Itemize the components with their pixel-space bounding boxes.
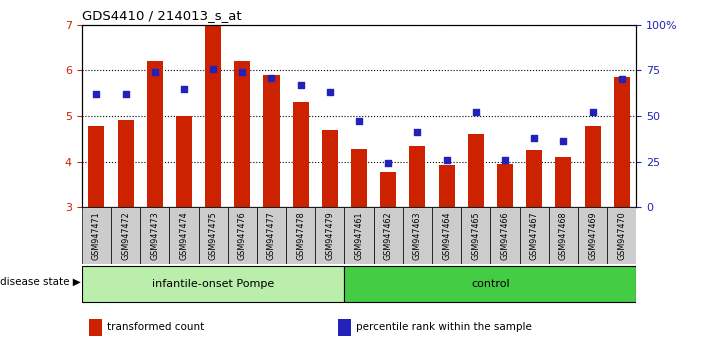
Text: GSM947466: GSM947466	[501, 212, 510, 260]
Point	[528, 135, 540, 141]
Bar	[520, 207, 549, 264]
Bar	[89, 319, 102, 336]
Text: GSM947472: GSM947472	[121, 212, 130, 261]
Bar	[88, 126, 105, 207]
Point	[383, 160, 394, 166]
Text: GSM947461: GSM947461	[355, 212, 363, 260]
Text: GSM947475: GSM947475	[208, 212, 218, 261]
Point	[324, 90, 336, 95]
Text: GSM947476: GSM947476	[237, 212, 247, 260]
Bar	[228, 207, 257, 264]
Text: GSM947467: GSM947467	[530, 212, 539, 260]
Bar	[146, 61, 163, 207]
Text: control: control	[471, 279, 510, 289]
Text: GSM947471: GSM947471	[92, 212, 101, 260]
Point	[557, 139, 569, 144]
Bar	[439, 165, 454, 207]
Text: GSM947462: GSM947462	[384, 212, 392, 260]
Bar	[374, 207, 403, 264]
Point	[470, 109, 481, 115]
Bar	[205, 26, 221, 207]
Bar	[607, 207, 636, 264]
Bar	[117, 120, 134, 207]
Text: infantile-onset Pompe: infantile-onset Pompe	[152, 279, 274, 289]
Bar	[344, 266, 636, 302]
Point	[149, 69, 161, 75]
Point	[178, 86, 190, 91]
Bar	[315, 207, 344, 264]
Text: GSM947470: GSM947470	[617, 212, 626, 260]
Bar	[468, 134, 483, 207]
Bar	[140, 207, 169, 264]
Bar	[403, 207, 432, 264]
Point	[441, 157, 452, 162]
Text: GSM947463: GSM947463	[413, 212, 422, 260]
Point	[266, 75, 277, 80]
Text: GSM947473: GSM947473	[150, 212, 159, 260]
Point	[295, 82, 306, 88]
Bar	[322, 130, 338, 207]
Point	[208, 66, 219, 72]
Bar	[82, 266, 344, 302]
Point	[499, 157, 510, 162]
Point	[412, 130, 423, 135]
Bar	[351, 149, 367, 207]
Bar	[380, 172, 396, 207]
Bar	[111, 207, 140, 264]
Bar	[549, 207, 578, 264]
Bar	[497, 164, 513, 207]
Bar	[578, 207, 607, 264]
Point	[616, 76, 627, 82]
Text: GSM947465: GSM947465	[471, 212, 481, 260]
Bar	[461, 207, 491, 264]
Bar	[176, 116, 192, 207]
Bar	[344, 207, 374, 264]
Bar	[584, 126, 601, 207]
Text: GSM947464: GSM947464	[442, 212, 451, 260]
Text: percentile rank within the sample: percentile rank within the sample	[356, 322, 532, 332]
Point	[353, 119, 365, 124]
Bar	[410, 145, 425, 207]
Bar	[235, 61, 250, 207]
Text: GSM947479: GSM947479	[326, 212, 334, 261]
Text: GSM947468: GSM947468	[559, 212, 568, 260]
Bar	[338, 319, 351, 336]
Text: GSM947477: GSM947477	[267, 212, 276, 261]
Bar	[432, 207, 461, 264]
Point	[587, 109, 598, 115]
Point	[91, 91, 102, 97]
Bar	[293, 102, 309, 207]
Bar	[257, 207, 286, 264]
Bar	[169, 207, 198, 264]
Text: GDS4410 / 214013_s_at: GDS4410 / 214013_s_at	[82, 9, 242, 22]
Bar	[555, 157, 572, 207]
Text: disease state ▶: disease state ▶	[0, 277, 81, 287]
Bar	[491, 207, 520, 264]
Bar	[198, 207, 228, 264]
Bar	[82, 207, 111, 264]
Bar	[526, 150, 542, 207]
Text: GSM947469: GSM947469	[588, 212, 597, 260]
Bar	[286, 207, 315, 264]
Text: GSM947474: GSM947474	[179, 212, 188, 260]
Text: transformed count: transformed count	[107, 322, 205, 332]
Bar	[264, 75, 279, 207]
Text: GSM947478: GSM947478	[296, 212, 305, 260]
Point	[120, 91, 132, 97]
Bar	[614, 77, 630, 207]
Point	[237, 69, 248, 75]
